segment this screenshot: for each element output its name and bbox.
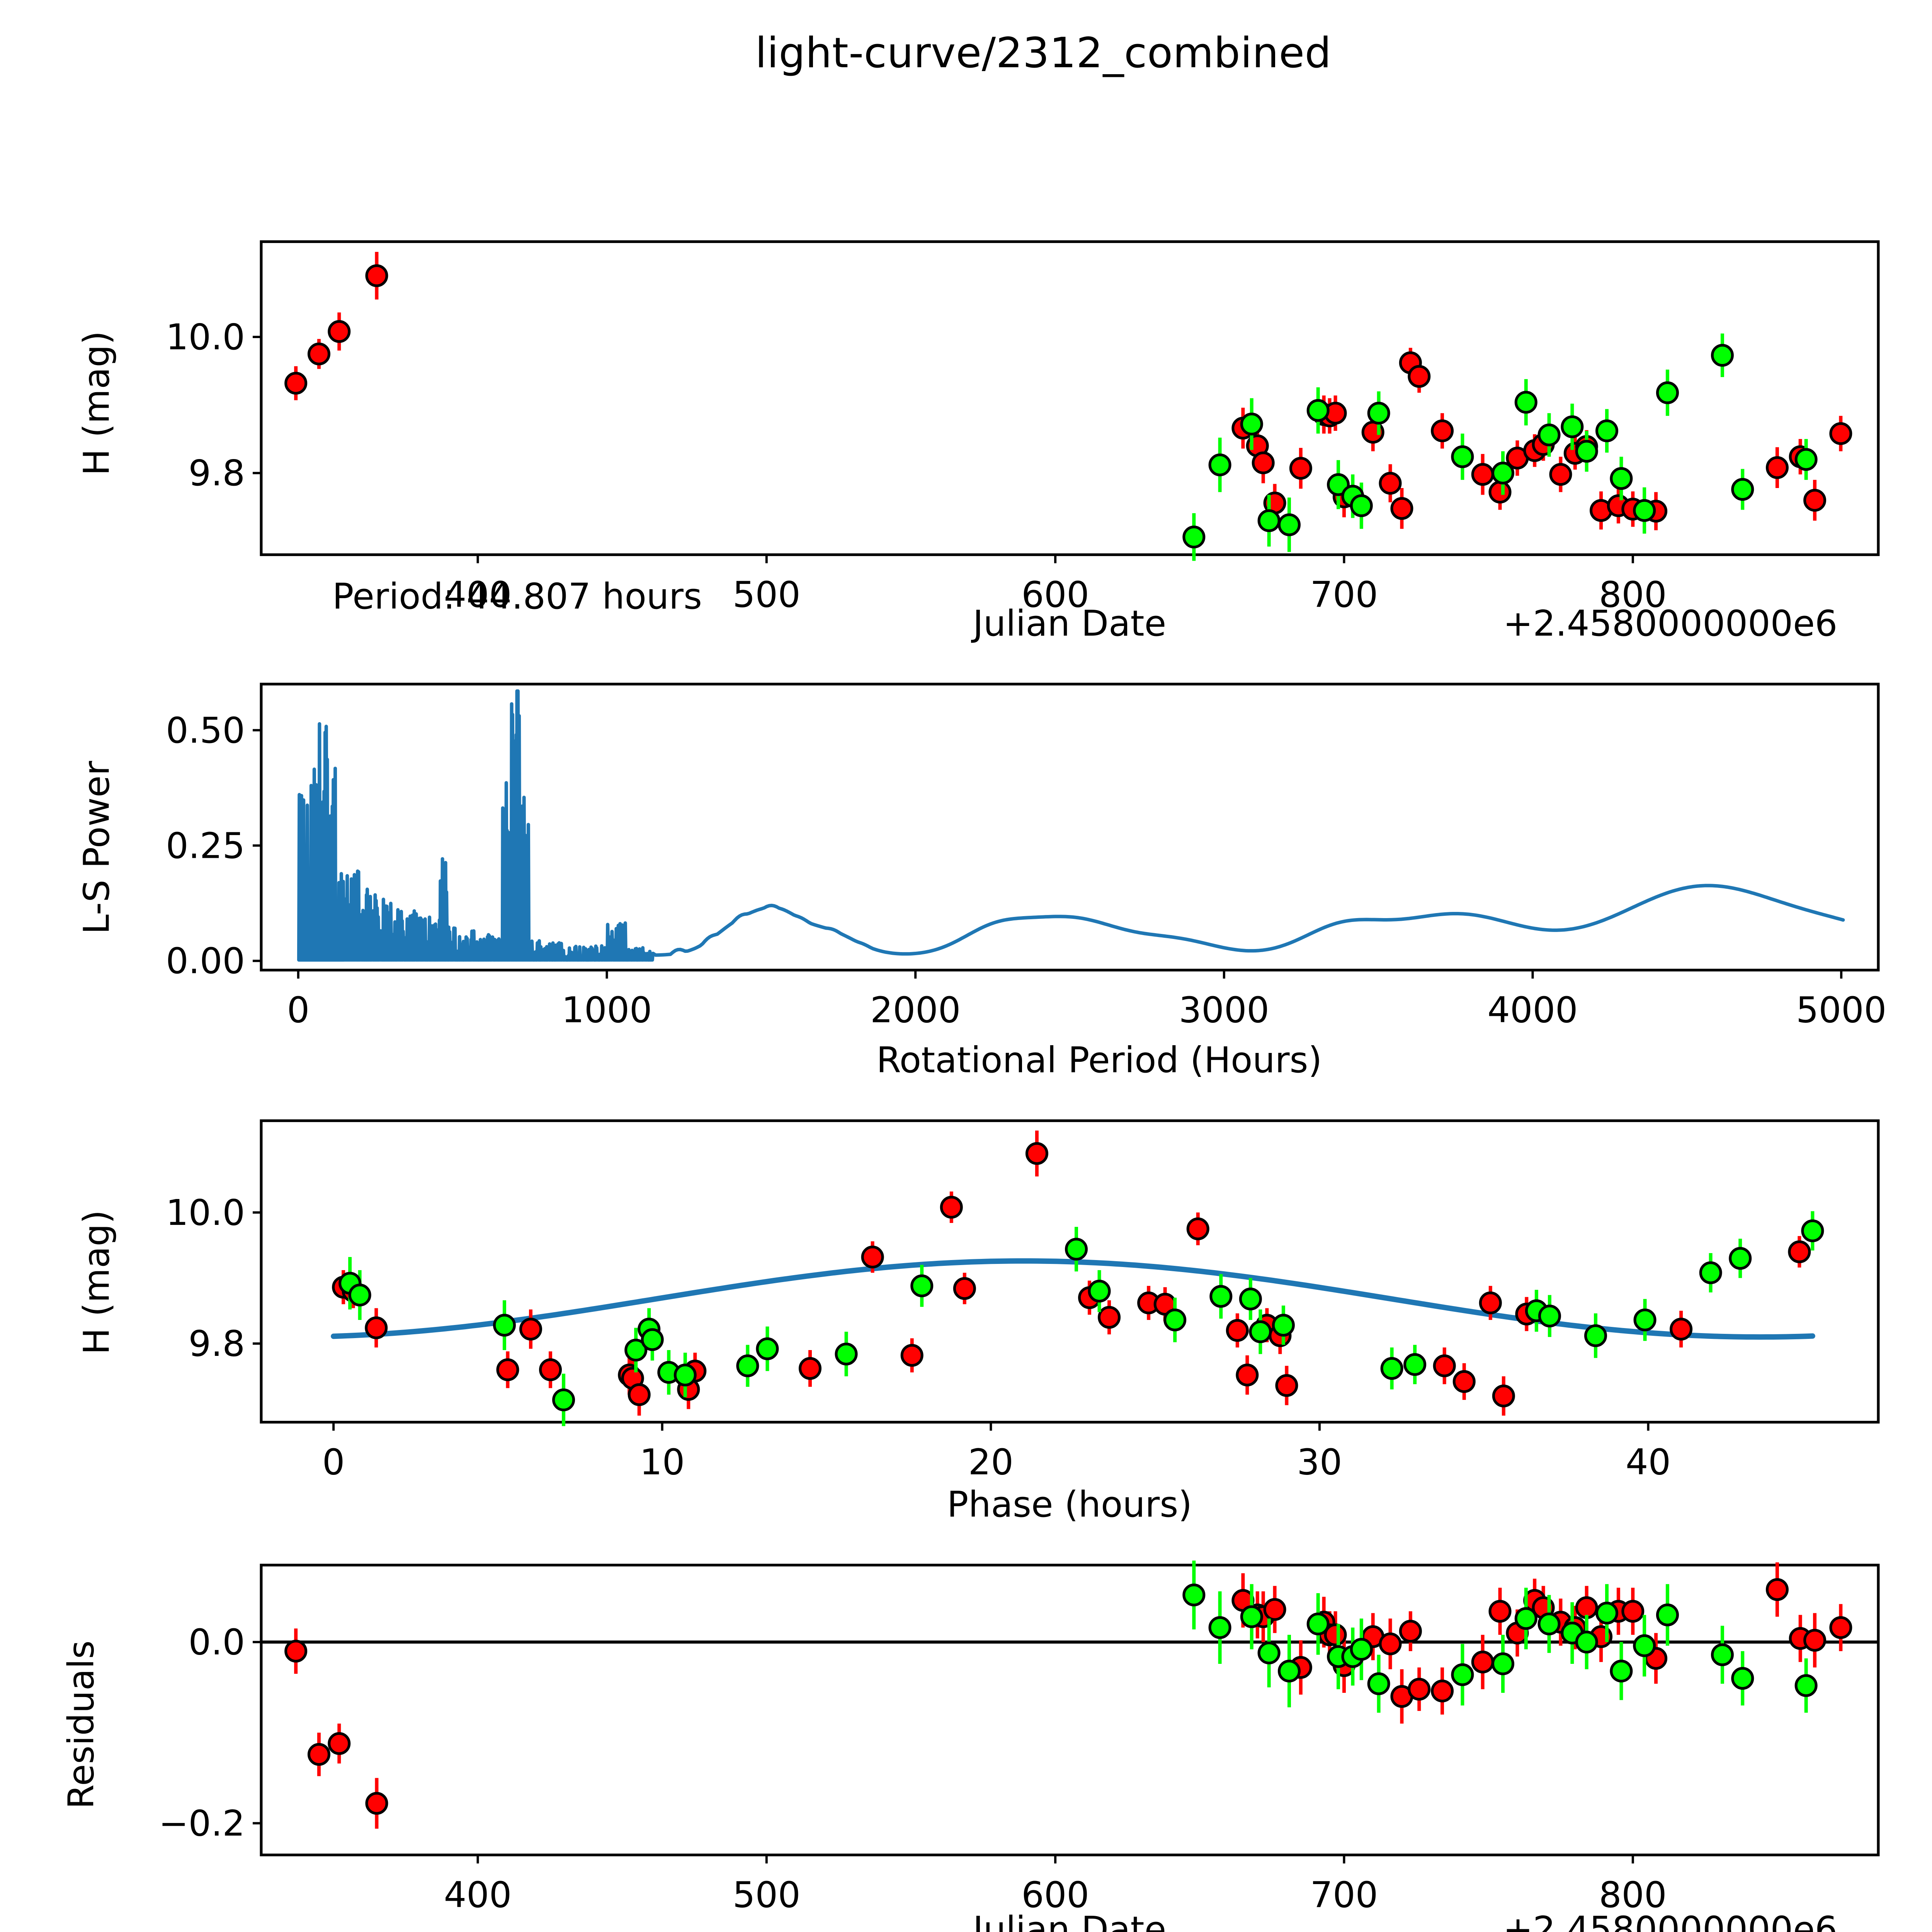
panel-residuals: 400 500 600 700 800 −0.2 0.0 [159, 1560, 1880, 1916]
panel-periodogram-xlabel: Rotational Period (Hours) [876, 1039, 1322, 1081]
panel-periodogram: 0 1000 2000 3000 4000 5000 0.00 0.25 0.50 [166, 682, 1886, 1031]
svg-text:4000: 4000 [1487, 990, 1578, 1031]
svg-text:700: 700 [1310, 1874, 1378, 1916]
panel-lightcurve-xlabel: Julian Date [973, 603, 1167, 644]
svg-text:1000: 1000 [561, 990, 652, 1031]
panel-residuals-xlabel: Julian Date [973, 1909, 1167, 1932]
panel-phase-xlabel: Phase (hours) [947, 1484, 1192, 1525]
data-series-red [284, 1562, 1852, 1829]
svg-text:3000: 3000 [1179, 990, 1269, 1031]
svg-text:0.0: 0.0 [189, 1622, 245, 1663]
panel-lightcurve-ylabel: H (mag) [76, 331, 117, 476]
data-series-red [332, 1130, 1811, 1416]
svg-text:800: 800 [1599, 574, 1667, 616]
svg-text:9.8: 9.8 [189, 452, 245, 494]
panel-phase-folded: 0 10 20 30 40 9.8 10.0 [166, 1119, 1880, 1483]
panel-lightcurve: 400 500 600 700 800 9.8 10.0 [166, 240, 1880, 616]
svg-text:800: 800 [1599, 1874, 1667, 1916]
svg-text:20: 20 [968, 1442, 1014, 1483]
svg-text:2000: 2000 [870, 990, 961, 1031]
period-annotation: Period: 44.807 hours [332, 576, 702, 617]
svg-text:10: 10 [639, 1442, 685, 1483]
svg-text:5000: 5000 [1796, 990, 1886, 1031]
svg-text:9.8: 9.8 [189, 1323, 245, 1364]
svg-text:400: 400 [444, 574, 512, 616]
svg-text:500: 500 [733, 574, 801, 616]
panel-residuals-ylabel: Residuals [60, 1640, 102, 1809]
data-series-green [1182, 1560, 1818, 1713]
svg-text:30: 30 [1297, 1442, 1342, 1483]
panel-lightcurve-offset-text: +2.4580000000e6 [1503, 603, 1838, 644]
panel-periodogram-ylabel: L-S Power [76, 761, 117, 934]
svg-text:0.25: 0.25 [166, 825, 245, 866]
svg-text:500: 500 [733, 1874, 801, 1916]
data-series-green [338, 1211, 1824, 1426]
data-series-green [1182, 333, 1818, 561]
svg-text:600: 600 [1021, 1874, 1089, 1916]
svg-text:10.0: 10.0 [166, 316, 245, 358]
panel-residuals-offset-text: +2.4580000000e6 [1503, 1909, 1838, 1932]
svg-text:0: 0 [287, 990, 310, 1031]
svg-text:40: 40 [1626, 1442, 1671, 1483]
svg-text:600: 600 [1021, 574, 1089, 616]
svg-text:10.0: 10.0 [166, 1192, 245, 1233]
svg-text:0.00: 0.00 [166, 940, 245, 982]
panel-phase-ylabel: H (mag) [76, 1210, 117, 1355]
svg-text:400: 400 [444, 1874, 512, 1916]
figure-title: light-curve/2312_combined [755, 29, 1332, 77]
svg-text:0: 0 [322, 1442, 345, 1483]
svg-text:−0.2: −0.2 [159, 1803, 245, 1844]
svg-text:0.50: 0.50 [166, 710, 245, 751]
svg-text:700: 700 [1310, 574, 1378, 616]
